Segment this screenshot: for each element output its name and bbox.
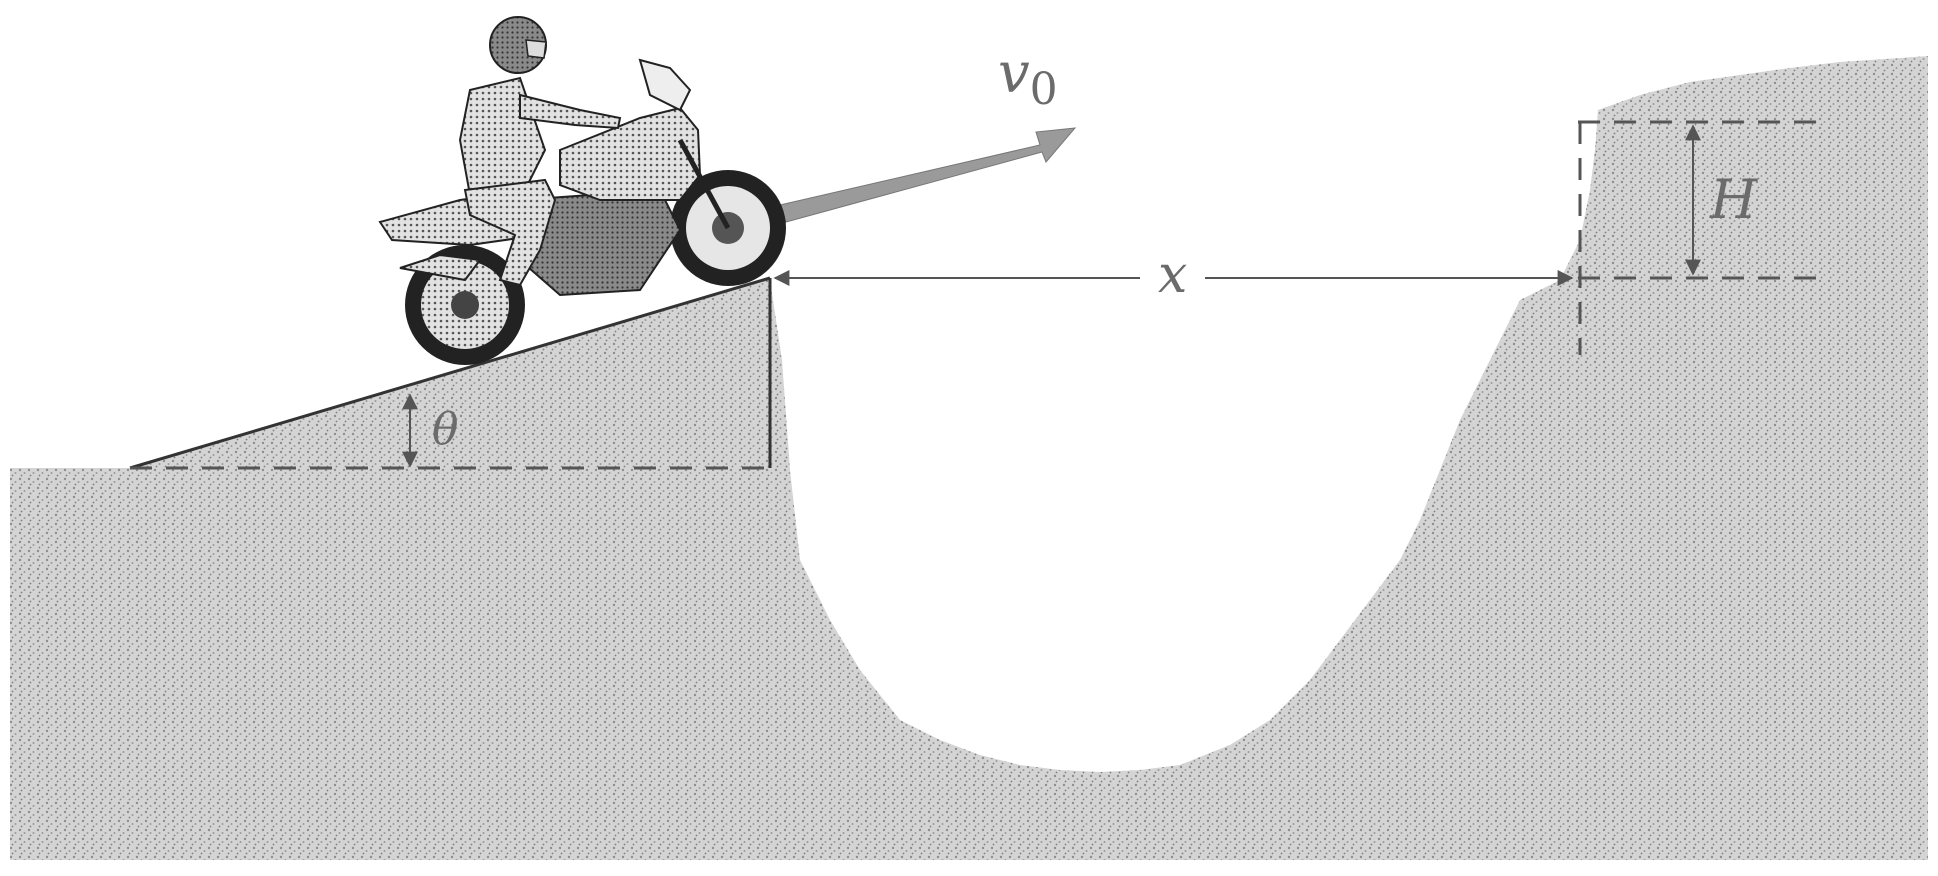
velocity-arrow — [779, 127, 1077, 223]
distance-label: x — [1158, 245, 1187, 305]
height-label: H — [1709, 168, 1758, 231]
velocity-label: v0 — [998, 41, 1058, 115]
ramp-surface — [129, 276, 771, 470]
angle-label: θ — [432, 404, 459, 455]
ground-terrain — [10, 56, 1928, 860]
velocity-subscript: 0 — [1030, 64, 1058, 115]
motorcycle-rider-icon — [378, 16, 786, 365]
